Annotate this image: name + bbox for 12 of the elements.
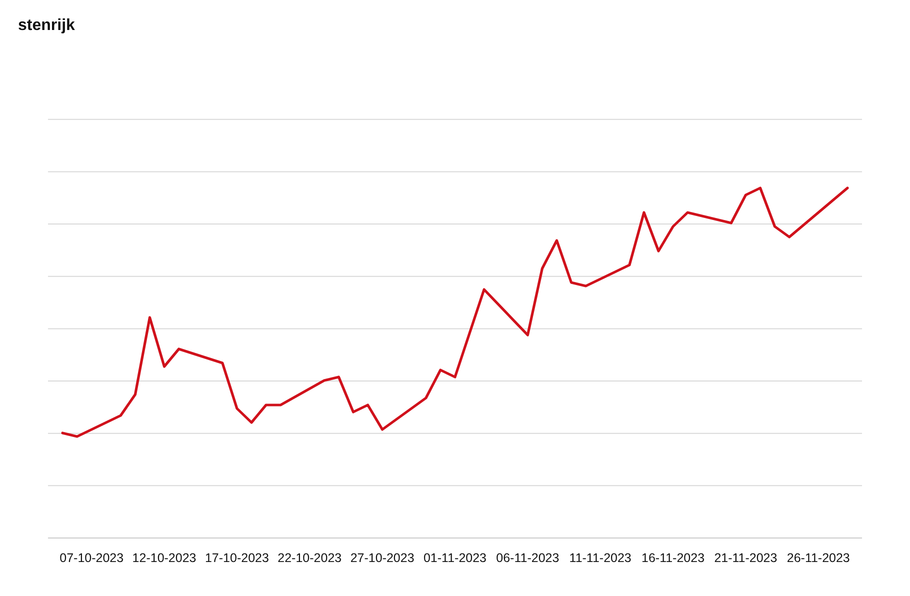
x-tick-label: 27-10-2023: [350, 551, 414, 565]
x-tick-label: 26-11-2023: [786, 551, 850, 565]
x-tick-label: 01-11-2023: [423, 551, 487, 565]
x-tick-label: 22-10-2023: [278, 551, 342, 565]
x-tick-label: 06-11-2023: [496, 551, 560, 565]
chart-title: stenrijk: [18, 17, 76, 34]
x-tick-label: 16-11-2023: [642, 551, 705, 565]
x-tick-label: 17-10-2023: [204, 551, 269, 565]
x-tick-label: 12-10-2023: [132, 551, 196, 565]
x-tick-label: 11-11-2023: [569, 551, 632, 565]
x-tick-label: 07-10-2023: [60, 551, 124, 565]
x-tick-label: 21-11-2023: [714, 551, 778, 565]
